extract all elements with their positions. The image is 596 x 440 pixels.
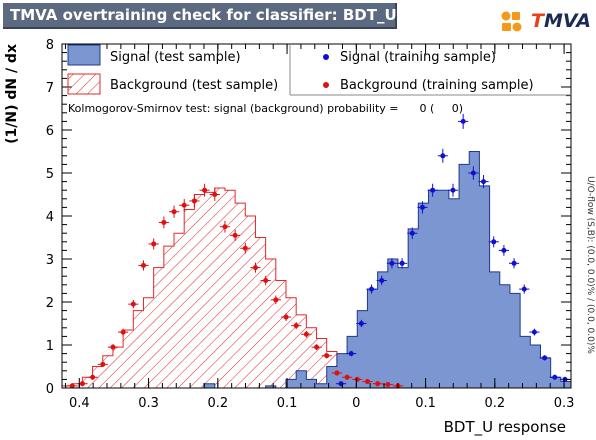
x-tick-label: 0.2 xyxy=(207,396,228,411)
point-background-train xyxy=(280,313,292,321)
point-background-train xyxy=(128,299,139,309)
point-signal-train xyxy=(386,258,398,269)
point-background-train xyxy=(331,370,343,376)
point-background-train xyxy=(199,183,210,197)
point-signal-train xyxy=(458,113,469,129)
point-signal-train xyxy=(468,166,479,180)
legend-label-signal-train: Signal (training sample) xyxy=(340,50,496,65)
legend-marker-signal-train xyxy=(323,54,329,60)
y-tick-label: 4 xyxy=(46,210,54,225)
point-signal-train xyxy=(376,275,387,286)
y-tick-label: 5 xyxy=(46,167,54,182)
point-signal-train xyxy=(549,374,560,380)
y-tick-label: 7 xyxy=(46,81,54,96)
point-background-train xyxy=(148,238,159,250)
y-tick-label: 2 xyxy=(46,296,54,311)
point-background-train xyxy=(168,205,180,218)
x-tick-label: 0 xyxy=(352,396,360,411)
point-background-train xyxy=(311,344,322,351)
point-signal-train xyxy=(356,319,367,328)
y-tick-label: 8 xyxy=(46,38,54,53)
point-background-train xyxy=(260,275,271,286)
point-background-train xyxy=(107,344,119,351)
point-background-train xyxy=(372,381,383,387)
legend-label-background-test: Background (test sample) xyxy=(110,78,278,93)
point-signal-train xyxy=(508,258,520,269)
legend-swatch-background-test xyxy=(67,73,101,95)
point-background-train xyxy=(118,328,129,336)
y-tick-label: 1 xyxy=(46,339,54,354)
point-background-train xyxy=(240,242,251,254)
point-background-train xyxy=(179,199,190,212)
y-tick-label: 0 xyxy=(46,382,54,397)
point-signal-train xyxy=(346,350,357,357)
series-background-test xyxy=(62,187,571,388)
point-signal-train xyxy=(519,284,530,294)
point-signal-train xyxy=(488,236,499,248)
point-signal-train xyxy=(407,227,418,239)
point-background-train xyxy=(301,330,312,338)
x-tick-label: 0.4 xyxy=(69,396,90,411)
legend-label-background-train: Background (training sample) xyxy=(340,78,534,93)
x-tick-label: 0.1 xyxy=(415,396,436,411)
x-tick-label: 0.3 xyxy=(554,396,575,411)
logo-text-accent: T xyxy=(531,10,544,32)
y-tick-label: 3 xyxy=(46,253,54,268)
point-background-train xyxy=(189,194,200,208)
series-signal-test xyxy=(62,151,571,388)
tmva-logo: TMVA xyxy=(500,6,592,36)
point-signal-train xyxy=(478,175,489,189)
point-background-train xyxy=(158,216,169,229)
point-background-train xyxy=(342,374,353,380)
point-signal-train xyxy=(397,258,408,269)
y-axis-label: (1/N) dN / dx xyxy=(4,44,20,144)
overflow-text: U/O-flow (S,B): (0.0, 0.0)% / (0.0, 0.0)… xyxy=(585,176,595,354)
logo-text-plain: MVA xyxy=(543,10,591,32)
point-signal-train xyxy=(529,328,540,336)
point-signal-train xyxy=(437,148,448,163)
point-background-train xyxy=(138,260,149,271)
point-background-train xyxy=(219,220,231,233)
ks-test-text: Kolmogorov-Smirnov test: signal (backgro… xyxy=(68,102,463,115)
point-signal-train xyxy=(366,284,377,294)
point-background-train xyxy=(230,229,241,242)
legend-swatch-signal-test xyxy=(67,44,101,66)
chart-title: TMVA overtraining check for classifier: … xyxy=(10,6,397,24)
x-axis-label: BDT_U response xyxy=(444,418,566,437)
point-background-train xyxy=(250,262,261,273)
y-tick-label: 6 xyxy=(46,124,54,139)
point-background-train xyxy=(87,374,98,380)
tmva-logo-text: TMVA xyxy=(531,10,591,32)
point-signal-train xyxy=(447,183,459,197)
title-banner: TMVA overtraining check for classifier: … xyxy=(3,3,397,29)
point-background-train xyxy=(67,383,78,389)
point-background-train xyxy=(97,361,108,367)
point-signal-train xyxy=(539,355,550,361)
point-background-train xyxy=(362,378,373,385)
point-background-train xyxy=(291,322,302,330)
point-background-train xyxy=(321,353,332,359)
x-tick-label: 0.1 xyxy=(277,396,298,411)
point-background-train xyxy=(209,188,220,201)
legend-label-signal-test: Signal (test sample) xyxy=(110,50,241,65)
legend: Signal (test sample) Background (test sa… xyxy=(67,43,571,96)
x-tick-label: 0.2 xyxy=(484,396,505,411)
tmva-logo-icon xyxy=(501,11,522,32)
point-signal-train xyxy=(498,245,509,256)
point-signal-train xyxy=(417,201,428,214)
point-signal-train xyxy=(427,183,438,197)
legend-marker-background-train xyxy=(323,82,329,88)
x-tick-label: 0.3 xyxy=(138,396,159,411)
point-background-train xyxy=(270,295,281,305)
